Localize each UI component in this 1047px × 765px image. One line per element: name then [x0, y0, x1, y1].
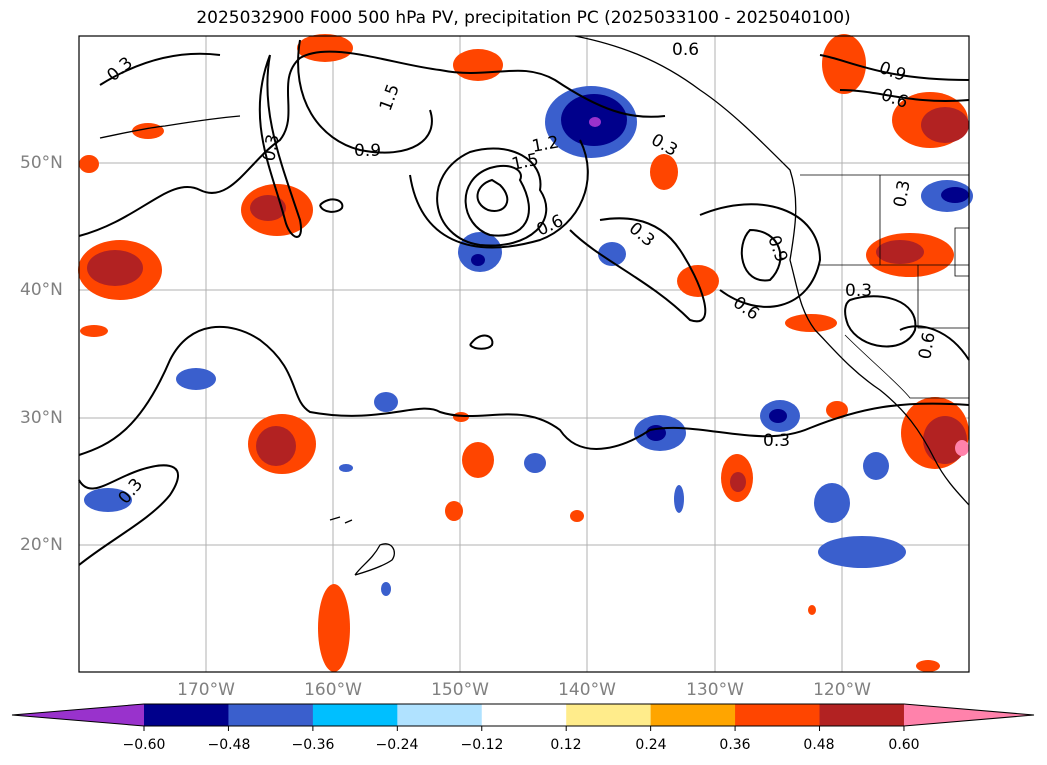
colorbar-tick-label: 0.48 [803, 737, 835, 753]
colorbar-segment [735, 704, 821, 726]
colorbar-segment [481, 704, 567, 726]
lon-label: 170°W [177, 680, 235, 700]
colorbar-segments [11, 703, 1035, 727]
colorbar-segment [819, 704, 905, 726]
contour-label: 0.6 [672, 40, 699, 60]
map-title: 2025032900 F000 500 hPa PV, precipitatio… [196, 8, 851, 28]
colorbar-tick-label: 0.12 [550, 737, 582, 753]
colorbar-tick-label: −0.12 [460, 737, 504, 753]
colorbar-extend-left [12, 704, 144, 726]
contour-label: 0.9 [354, 141, 381, 161]
lon-label: 130°W [686, 680, 744, 700]
contour-label: 0.3 [763, 431, 790, 451]
colorbar-segment [650, 704, 736, 726]
lon-label: 120°W [813, 680, 871, 700]
lon-label: 140°W [558, 680, 616, 700]
colorbar-tick-label: 0.60 [888, 737, 920, 753]
lat-label: 30°N [20, 408, 63, 428]
colorbar-ticks [143, 726, 905, 731]
pv-contours [78, 39, 970, 566]
contour-label: 0.3 [259, 133, 283, 163]
contour-label: 1.2 [530, 133, 560, 157]
graticule [79, 36, 969, 672]
precipitation-fill [78, 34, 973, 672]
lon-label: 150°W [431, 680, 489, 700]
lat-label: 20°N [20, 535, 63, 555]
colorbar-segment [144, 704, 229, 726]
contour-label: 0.6 [915, 331, 939, 361]
colorbar-tick-label: −0.24 [375, 737, 419, 753]
colorbar-segment [397, 704, 483, 726]
colorbar-segment [312, 704, 398, 726]
colorbar-tick-label: 0.24 [635, 737, 667, 753]
coastlines [99, 35, 970, 576]
lon-label: 160°W [304, 680, 362, 700]
colorbar-tick-label: −0.60 [122, 737, 166, 753]
colorbar-tick-label: −0.36 [291, 737, 335, 753]
state-borders [800, 174, 970, 399]
colorbar-segment [228, 704, 314, 726]
contour-label: 0.3 [890, 179, 914, 209]
lat-label: 40°N [20, 280, 63, 300]
colorbar-tick-label: 0.36 [719, 737, 751, 753]
map-frame [78, 35, 970, 673]
colorbar-extend-right [903, 704, 1034, 726]
contour-label: 0.3 [845, 281, 872, 301]
colorbar-segment [566, 704, 652, 726]
lat-label: 50°N [20, 153, 63, 173]
colorbar-tick-label: −0.48 [207, 737, 251, 753]
